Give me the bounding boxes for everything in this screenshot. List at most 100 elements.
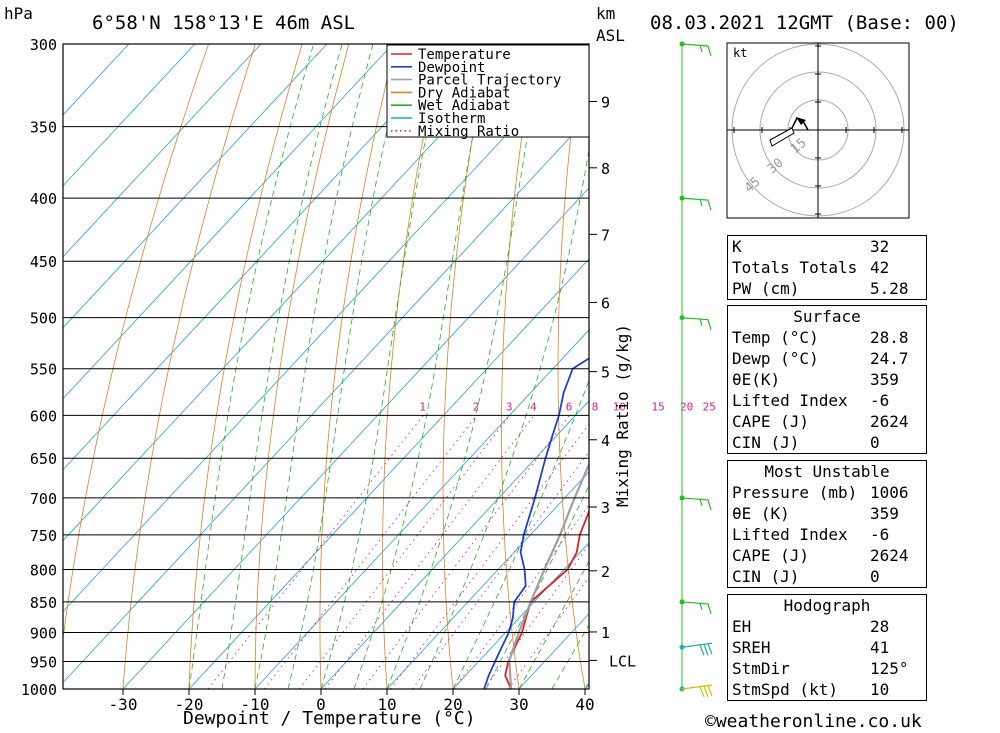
dry-adiabat-line: [382, 44, 443, 689]
wind-barb-shaft: [681, 497, 712, 511]
surface-label: CAPE (J): [732, 412, 810, 431]
most-unstable-label: θE (K): [732, 504, 790, 523]
parcel-trajectory-line: [508, 461, 589, 689]
wet-adiabat-line: [353, 44, 491, 689]
isotherm-line: [122, 187, 589, 689]
legend-label: Parcel Trajectory: [418, 73, 561, 89]
wind-barb: [679, 684, 713, 698]
surface-value: 359: [870, 370, 899, 389]
hodograph-value: 10: [870, 680, 890, 699]
dry-adiabat-line: [122, 44, 256, 689]
surface-label: Dewp (°C): [732, 349, 819, 368]
mixing-ratio-label: 15: [652, 400, 665, 413]
wet-adiabat-line: [419, 147, 589, 689]
mixing-ratio-label: 1: [419, 400, 426, 413]
dry-adiabat-line: [188, 44, 303, 689]
hodograph-unit: kt: [733, 46, 747, 60]
hodograph-value: 41: [870, 638, 890, 657]
most-unstable-value: 0: [870, 567, 880, 586]
dry-adiabat-line: [442, 44, 490, 689]
surface-value: 28.8: [870, 328, 909, 347]
surface-row: CAPE (J) 2624: [728, 411, 927, 432]
mixing-ratio-label: 3: [506, 400, 513, 413]
hodograph-table: Hodograph EH 28 SREH 41 StmDir 125° StmSpd (kt)…: [727, 594, 927, 701]
most-unstable-row: CIN (J) 0: [728, 566, 927, 588]
wet-adiabat-line: [287, 44, 408, 689]
height-tick-label: 7: [601, 226, 610, 244]
mixing-ratio-label: 25: [703, 400, 716, 413]
legend-label: Isotherm: [418, 111, 485, 127]
pressure-unit-label: hPa: [4, 4, 33, 23]
height-tick-label: 6: [601, 294, 610, 312]
mixing-ratio-label: 20: [680, 400, 693, 413]
most-unstable-label: Lifted Index: [732, 525, 848, 544]
most-unstable-row: CAPE (J) 2624: [728, 545, 927, 566]
temp-tick-label: 0: [316, 695, 326, 714]
isotherm-line: [63, 44, 262, 258]
isotherm-line: [63, 116, 589, 684]
most-unstable-value: -6: [870, 525, 890, 544]
wet-adiabat-line: [485, 484, 589, 689]
height-tick-label: 5: [601, 364, 610, 382]
height-tick-label: 8: [601, 160, 610, 178]
surface-label: θE(K): [732, 370, 781, 389]
surface-value: 2624: [870, 412, 909, 431]
surface-table: Surface Temp (°C) 28.8 Dewp (°C) 24.7 θE(K) 35…: [727, 305, 927, 454]
index-row: Totals Totals 42: [728, 257, 927, 278]
dry-adiabat-line: [666, 44, 717, 689]
hodograph-value: 125°: [870, 659, 909, 678]
x-axis-title: Dewpoint / Temperature (°C): [183, 708, 476, 729]
surface-value: 24.7: [870, 349, 909, 368]
mixing-ratio-label: 6: [566, 400, 573, 413]
pressure-tick-label: 650: [30, 450, 57, 468]
isotherm-line: [63, 44, 196, 187]
dry-adiabat-line: [319, 44, 397, 689]
surface-row: Temp (°C) 28.8: [728, 327, 927, 348]
pressure-tick-label: 750: [30, 527, 57, 545]
legend-label: Temperature: [418, 47, 511, 63]
isotherm-line: [386, 471, 589, 689]
temp-tick-label: 30: [509, 695, 528, 714]
surface-value: -6: [870, 391, 890, 410]
wind-barb-shaft: [681, 197, 712, 211]
pressure-tick-label: 950: [30, 654, 57, 672]
hodograph-label: StmDir: [732, 659, 790, 678]
most-unstable-label: Pressure (mb): [732, 483, 858, 502]
most-unstable-value: 359: [870, 504, 899, 523]
height-tick-label: 9: [601, 94, 610, 112]
legend-box: [386, 44, 590, 138]
temp-tick-label: 40: [575, 695, 594, 714]
wind-barb-shaft: [681, 642, 713, 656]
location-title: 6°58'N 158°13'E 46m ASL: [92, 12, 356, 34]
pressure-tick-label: 900: [30, 625, 57, 643]
credit-label: ©weatheronline.co.uk: [705, 711, 922, 732]
mixing-ratio-label: 2: [473, 400, 480, 413]
mixing-ratio-label: 10: [613, 400, 626, 413]
pressure-tick-label: 500: [30, 310, 57, 328]
surface-label: Temp (°C): [732, 328, 819, 347]
pressure-tick-label: 400: [30, 190, 57, 208]
surface-row: CIN (J) 0: [728, 432, 927, 454]
isotherm-line: [254, 329, 589, 689]
dry-adiabat-line: [957, 44, 1000, 689]
surface-value: 0: [870, 433, 880, 452]
wind-barb: [679, 642, 713, 656]
hodograph-value: 28: [870, 617, 890, 636]
isotherm-line: [320, 400, 589, 689]
wet-adiabat-line: [452, 379, 589, 689]
wet-adiabat-line: [188, 44, 314, 689]
index-value: 42: [870, 258, 890, 277]
hodograph-title: Hodograph: [783, 596, 871, 615]
index-value: 32: [870, 237, 890, 256]
wind-barb: [679, 599, 712, 615]
pressure-tick-label: 350: [30, 119, 57, 137]
most-unstable-value: 2624: [870, 546, 909, 565]
wind-barb: [679, 495, 712, 511]
temp-tick-label: 20: [443, 695, 462, 714]
datetime-title: 08.03.2021 12GMT (Base: 00): [650, 12, 959, 34]
hodograph-storm-arrow: [796, 117, 806, 125]
isotherm-line: [63, 45, 589, 613]
